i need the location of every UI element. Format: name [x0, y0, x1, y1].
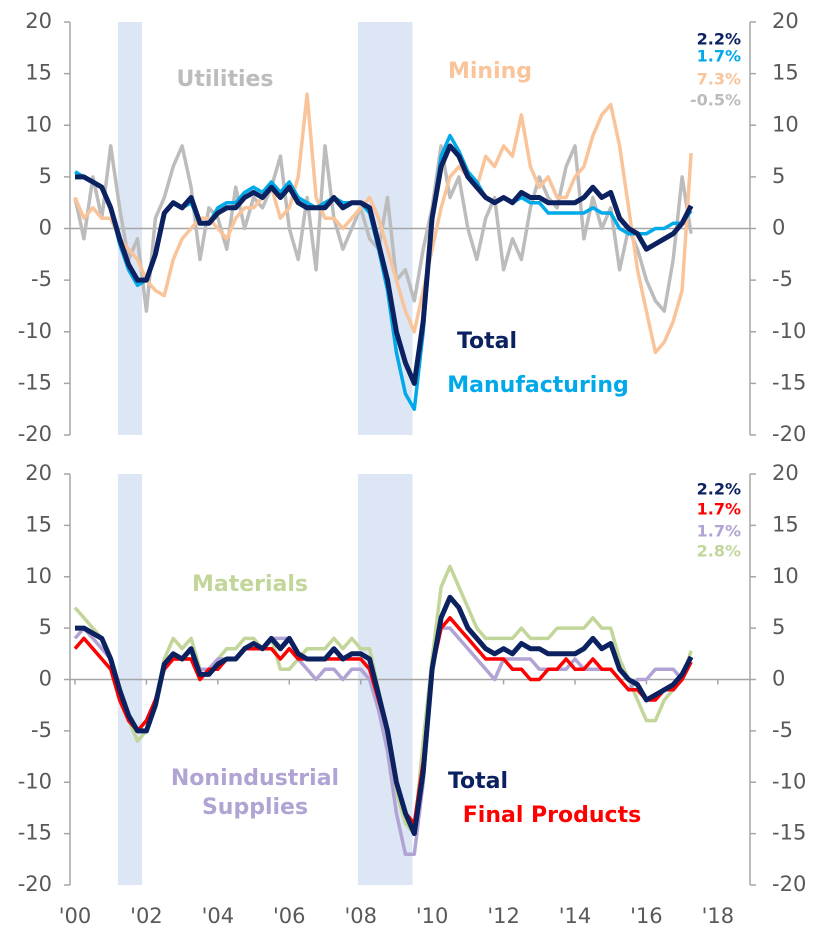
y2-tick-label: 10 [772, 112, 799, 136]
y2-tick-label: 5 [772, 615, 785, 639]
end-value-label: 7.3% [697, 70, 741, 89]
series-label: Mining [448, 59, 532, 84]
y-tick-label: -15 [18, 370, 52, 394]
series-label: Utilities [176, 67, 273, 92]
y-tick-label: 10 [25, 112, 52, 136]
series-label: Final Products [463, 803, 641, 828]
y-tick-label: 15 [25, 61, 52, 85]
y-tick-label: -10 [18, 319, 52, 343]
y2-tick-label: 15 [772, 61, 799, 85]
x-tick-label: '04 [202, 904, 235, 928]
series-label: Total [448, 769, 508, 794]
y-tick-label: 20 [25, 461, 52, 485]
end-value-label: 2.2% [697, 480, 741, 499]
x-tick-label: '00 [59, 904, 92, 928]
series-label: Total [457, 329, 517, 354]
end-value-label: 1.7% [697, 47, 741, 66]
y-tick-label: 0 [39, 216, 52, 240]
y2-tick-label: -10 [772, 319, 806, 343]
y2-tick-label: -20 [772, 422, 806, 446]
y2-tick-label: 0 [772, 667, 785, 691]
series-label: Materials [192, 572, 308, 597]
y-tick-label: 5 [39, 615, 52, 639]
series-line [75, 594, 694, 837]
series-line [73, 144, 693, 313]
end-value-label: 2.2% [697, 30, 741, 49]
y-tick-label: -5 [31, 267, 52, 291]
y2-tick-label: 20 [772, 9, 799, 33]
x-tick-label: '14 [559, 904, 592, 928]
end-value-label: 1.7% [697, 522, 741, 541]
end-value-label: -0.5% [690, 91, 741, 110]
y2-tick-label: -5 [772, 267, 793, 291]
series-line [75, 143, 694, 386]
y2-tick-label: -15 [772, 821, 806, 845]
x-tick-label: '06 [273, 904, 306, 928]
end-value-label: 2.8% [697, 542, 741, 561]
series-label: Manufacturing [447, 373, 629, 398]
y-tick-label: -10 [18, 769, 52, 793]
y2-tick-label: 5 [772, 164, 785, 188]
y-tick-label: -20 [18, 422, 52, 446]
x-tick-label: '02 [130, 904, 163, 928]
y2-tick-label: 15 [772, 512, 799, 536]
x-tick-label: '10 [416, 904, 449, 928]
y2-tick-label: -15 [772, 370, 806, 394]
y-tick-label: 0 [39, 667, 52, 691]
x-tick-label: '12 [487, 904, 520, 928]
y-tick-label: -15 [18, 821, 52, 845]
y-tick-label: 20 [25, 9, 52, 33]
series-label: Nonindustrial Supplies [170, 766, 340, 820]
y2-tick-label: 10 [772, 564, 799, 588]
x-tick-label: '18 [702, 904, 735, 928]
y-tick-label: 10 [25, 564, 52, 588]
y-tick-label: -5 [31, 718, 52, 742]
x-tick-label: '08 [344, 904, 377, 928]
y-tick-label: 5 [39, 164, 52, 188]
series-line [73, 92, 693, 355]
y2-tick-label: 0 [772, 216, 785, 240]
end-value-label: 1.7% [697, 500, 741, 519]
y2-tick-label: -10 [772, 769, 806, 793]
y-tick-label: 15 [25, 512, 52, 536]
y-tick-label: -20 [18, 872, 52, 896]
y2-tick-label: -20 [772, 872, 806, 896]
x-tick-label: '16 [630, 904, 663, 928]
y2-tick-label: -5 [772, 718, 793, 742]
y2-tick-label: 20 [772, 461, 799, 485]
series-label-text: Nonindustrial Supplies [170, 766, 340, 820]
